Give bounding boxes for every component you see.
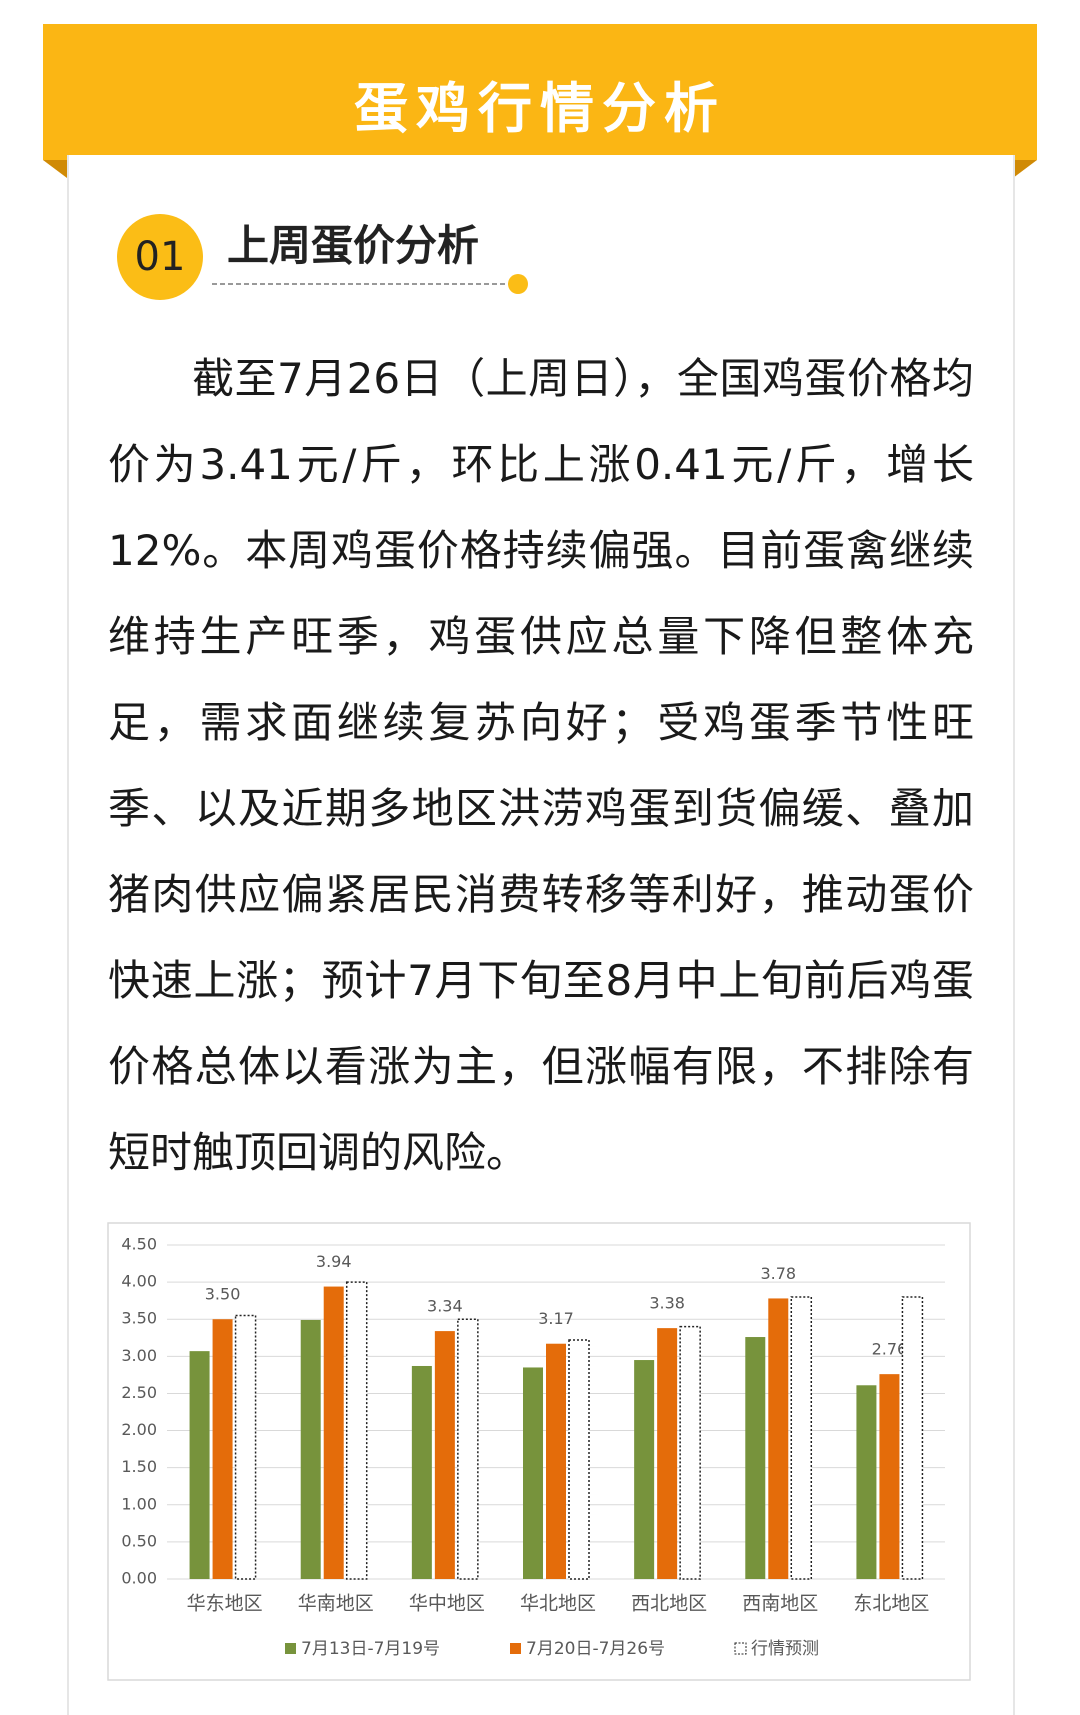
- dot: [508, 274, 528, 294]
- bar: [901, 1296, 924, 1580]
- x-tick-label: 西北地区: [631, 1593, 707, 1615]
- x-tick-label: 华南地区: [298, 1593, 374, 1615]
- bar: [189, 1351, 210, 1579]
- header-bar: 蛋鸡行情分析: [43, 24, 1037, 160]
- header-title: 蛋鸡行情分析: [354, 77, 726, 140]
- y-tick-label: 2.00: [121, 1420, 157, 1439]
- x-tick-label: 华东地区: [187, 1593, 263, 1615]
- value-label: 3.50: [205, 1285, 241, 1304]
- y-tick-label: 4.50: [121, 1235, 157, 1254]
- y-tick-label: 1.00: [121, 1494, 157, 1513]
- bar: [457, 1318, 479, 1580]
- legend-swatch: [285, 1643, 296, 1654]
- divider: [212, 274, 528, 294]
- bar: [300, 1319, 321, 1579]
- bar: [546, 1343, 566, 1579]
- bar: [657, 1328, 678, 1579]
- value-label: 2.76: [872, 1340, 908, 1359]
- bar: [856, 1385, 877, 1579]
- bar: [323, 1286, 344, 1579]
- bar: [634, 1360, 655, 1579]
- y-tick-label: 0.50: [121, 1531, 157, 1550]
- bar: [523, 1367, 543, 1579]
- legend-label: 7月20日-7月26号: [526, 1639, 665, 1659]
- bar: [790, 1296, 813, 1580]
- value-label: 3.17: [538, 1309, 574, 1328]
- section-title: 上周蛋价分析: [227, 221, 480, 270]
- x-tick-label: 东北地区: [853, 1593, 929, 1615]
- y-tick-label: 1.50: [121, 1457, 157, 1476]
- bar: [679, 1325, 701, 1580]
- legend-swatch: [734, 1642, 747, 1655]
- y-tick-label: 3.50: [121, 1309, 157, 1328]
- value-label: 3.34: [427, 1297, 463, 1316]
- fold-right: [1013, 160, 1037, 178]
- legend-label: 行情预测: [751, 1639, 819, 1659]
- value-label: 3.94: [316, 1252, 352, 1271]
- bar: [411, 1365, 432, 1579]
- legend-label: 7月13日-7月19号: [301, 1639, 440, 1659]
- x-tick-label: 西南地区: [742, 1593, 818, 1615]
- value-label: 3.38: [649, 1294, 685, 1313]
- x-tick-label: 华中地区: [409, 1593, 485, 1615]
- bar: [234, 1314, 257, 1580]
- y-tick-label: 0.00: [121, 1569, 157, 1588]
- bar: [345, 1281, 368, 1580]
- fold-left: [43, 160, 67, 178]
- bar: [768, 1298, 789, 1579]
- x-tick-label: 华北地区: [520, 1593, 596, 1615]
- paragraph: 截至7月26日（上周日），全国鸡蛋价格均价为3.41元/斤，环比上涨0.41元/…: [108, 354, 974, 1177]
- y-tick-label: 4.00: [121, 1272, 157, 1291]
- y-tick-label: 2.50: [121, 1383, 157, 1402]
- legend-swatch: [510, 1643, 521, 1654]
- bar: [212, 1319, 233, 1579]
- value-label: 3.78: [760, 1264, 796, 1283]
- bar: [879, 1374, 900, 1579]
- y-tick-label: 3.00: [121, 1346, 157, 1365]
- bar: [568, 1339, 590, 1580]
- section-number: 01: [117, 214, 203, 300]
- bar: [745, 1337, 766, 1579]
- bar: [434, 1331, 455, 1579]
